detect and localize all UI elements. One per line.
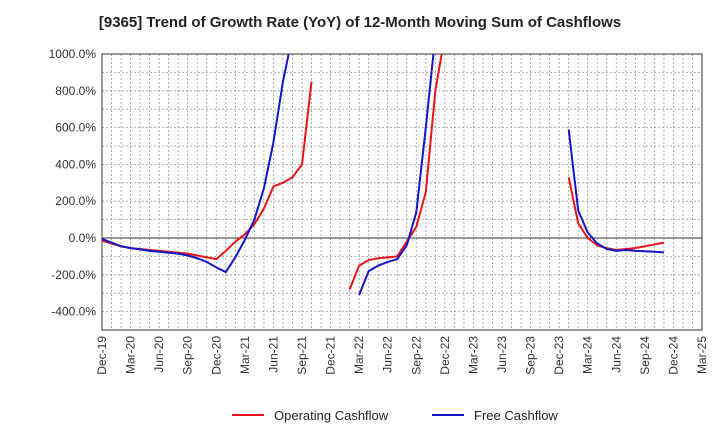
plot-area [102, 54, 702, 330]
x-axis-ticks: Dec-19 Mar-20 Jun-20 Sep-20 Dec-20 Mar-21 Jun-… [95, 336, 709, 375]
x-tick-label: Mar-24 [581, 336, 595, 374]
x-tick-label: Sep-24 [638, 336, 652, 375]
x-tick-label: Dec-22 [438, 336, 452, 375]
x-tick-label: Sep-21 [295, 336, 309, 375]
x-tick-label: Dec-21 [324, 336, 338, 375]
x-tick-label: Jun-24 [609, 336, 623, 373]
chart-title: [9365] Trend of Growth Rate (YoY) of 12-… [98, 14, 622, 31]
legend: Operating Cashflow Free Cashflow [232, 408, 558, 423]
x-tick-label: Jun-23 [495, 336, 509, 373]
axes [101, 53, 703, 331]
y-axis-ticks: 1000.0% 800.0% 600.0% 400.0% 200.0% 0.0% -200.… [49, 47, 97, 319]
legend-label: Free Cashflow [474, 408, 558, 423]
x-tick-label: Dec-23 [552, 336, 566, 375]
x-tick-label: Mar-25 [695, 336, 709, 374]
y-tick-label: 1000.0% [49, 47, 97, 61]
y-tick-label: 0.0% [69, 231, 97, 245]
y-tick-label: 600.0% [55, 121, 96, 135]
series-free-cashflow [102, 54, 664, 296]
x-tick-label: Mar-21 [238, 336, 252, 374]
x-tick-label: Mar-20 [124, 336, 138, 374]
legend-label: Operating Cashflow [274, 408, 389, 423]
y-tick-label: 400.0% [55, 157, 96, 171]
x-tick-label: Sep-23 [524, 336, 538, 375]
plot-frame [101, 53, 703, 331]
legend-item: Operating Cashflow [232, 408, 389, 423]
x-tick-label: Dec-20 [209, 336, 223, 375]
x-tick-label: Jun-22 [381, 336, 395, 373]
x-tick-label: Jun-21 [266, 336, 280, 373]
plot-background [102, 54, 702, 330]
grid-lines [102, 53, 702, 331]
x-tick-label: Dec-24 [666, 336, 680, 375]
x-tick-label: Sep-20 [181, 336, 195, 375]
series-line [102, 54, 664, 296]
x-tick-label: Mar-22 [352, 336, 366, 374]
x-tick-label: Sep-22 [409, 336, 423, 375]
legend-item: Free Cashflow [432, 408, 558, 423]
y-tick-label: 200.0% [55, 194, 96, 208]
y-tick-label: -200.0% [51, 268, 96, 282]
y-tick-label: -400.0% [51, 305, 96, 319]
x-tick-label: Mar-23 [466, 336, 480, 374]
x-tick-label: Dec-19 [95, 336, 109, 375]
y-tick-label: 800.0% [55, 84, 96, 98]
x-tick-label: Jun-20 [152, 336, 166, 373]
series-layer [102, 54, 665, 296]
